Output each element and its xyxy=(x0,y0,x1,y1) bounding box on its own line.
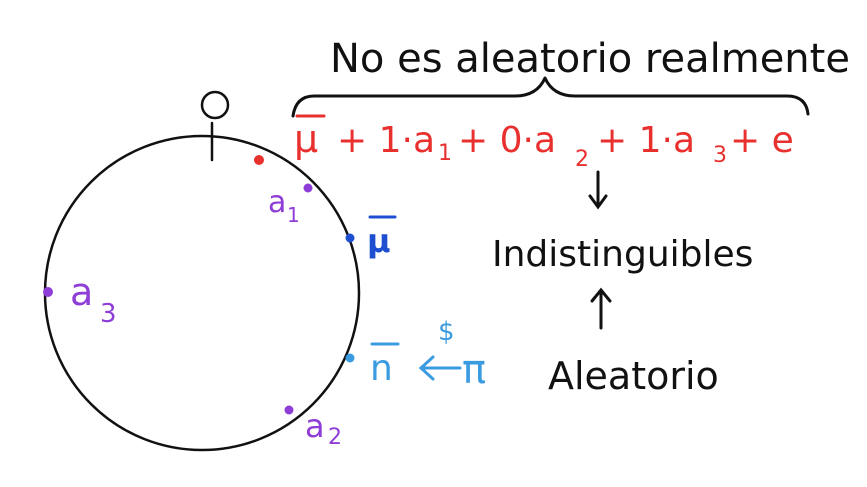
label-a3-sub: 3 xyxy=(100,299,117,329)
point-red xyxy=(254,155,264,165)
arrow-down-icon xyxy=(588,170,608,210)
arrow-left-icon xyxy=(418,355,462,381)
point-mu xyxy=(345,233,355,243)
label-a3-base: a xyxy=(70,270,93,314)
label-dollar: $ xyxy=(438,317,455,347)
equation-term-1: + 1·a xyxy=(337,120,435,161)
equation-term-4: + e xyxy=(730,120,794,161)
label-n-group: n $ π xyxy=(370,317,486,393)
label-mu: μ xyxy=(367,215,397,260)
equation-term-2: + 0·a xyxy=(458,120,556,161)
equation-sub-3: 3 xyxy=(713,143,727,168)
aleatorio-label: Aleatorio xyxy=(548,354,719,398)
equation-sub-1: 1 xyxy=(438,141,452,166)
equation-sub-2: 2 xyxy=(575,147,589,172)
label-a1: a 1 xyxy=(268,185,300,227)
curly-brace-icon xyxy=(291,76,810,118)
equation: μ + 1·a 1 + 0·a 2 + 1·a 3 + e xyxy=(294,114,794,172)
label-a2-sub: 2 xyxy=(328,425,342,450)
label-mu-text: μ xyxy=(367,222,391,260)
point-a3 xyxy=(43,287,53,297)
point-a1 xyxy=(303,183,313,193)
brace-label: No es aleatorio realmente xyxy=(330,36,850,82)
point-a2 xyxy=(284,405,294,415)
pin-head xyxy=(200,90,230,120)
label-a1-sub: 1 xyxy=(287,203,300,227)
label-a3: a 3 xyxy=(70,270,117,329)
arrow-up-icon xyxy=(590,287,612,330)
label-a1-base: a xyxy=(268,185,286,220)
label-n-text: n xyxy=(370,348,393,389)
label-a2-base: a xyxy=(305,407,325,445)
label-a2: a 2 xyxy=(305,407,342,450)
indistinguibles-label: Indistinguibles xyxy=(492,234,753,275)
label-pi: π xyxy=(462,347,486,393)
equation-term-3: + 1·a xyxy=(597,120,695,161)
equation-mu: μ xyxy=(294,117,318,161)
point-n xyxy=(345,353,355,363)
